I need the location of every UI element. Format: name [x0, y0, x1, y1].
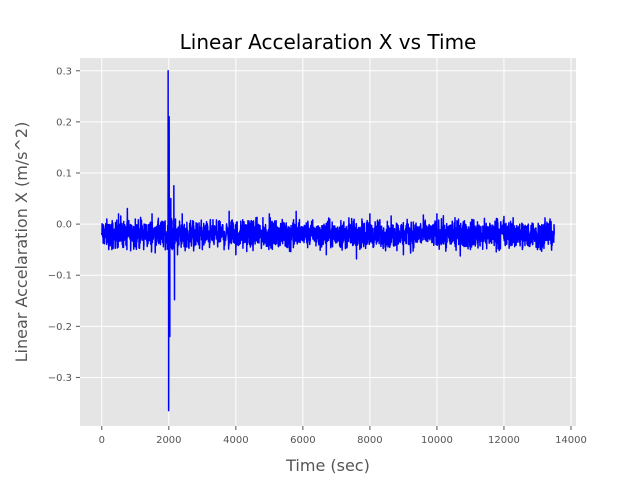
- x-tick-label: 4000: [223, 435, 248, 446]
- series-layer: [101, 70, 555, 412]
- x-tick-label: 8000: [357, 435, 382, 446]
- x-tick-label: 14000: [555, 435, 587, 446]
- chart-title: Linear Accelaration X vs Time: [180, 30, 477, 54]
- series-line: [101, 70, 555, 412]
- tick-labels: 0 2000 4000 6000 8000 10000 12000 14000 −0.3 −0.2…: [48, 66, 587, 446]
- y-tick-label: 0.1: [56, 169, 72, 180]
- x-tick-label: 10000: [421, 435, 453, 446]
- x-tick-label: 2000: [156, 435, 181, 446]
- x-tick-label: 6000: [290, 435, 315, 446]
- y-tick-label: 0.2: [56, 117, 72, 128]
- y-tick-label: 0.0: [56, 220, 72, 231]
- x-axis-label: Time (sec): [285, 456, 370, 475]
- y-tick-label: −0.1: [48, 271, 72, 282]
- x-tick-label: 0: [99, 435, 105, 446]
- y-tick-label: −0.2: [48, 322, 72, 333]
- y-tick-label: 0.3: [56, 66, 72, 77]
- y-tick-label: −0.3: [48, 373, 72, 384]
- x-tick-label: 12000: [488, 435, 520, 446]
- grid: [80, 58, 576, 426]
- y-axis-label: Linear Accelaration X (m/s^2): [12, 122, 31, 363]
